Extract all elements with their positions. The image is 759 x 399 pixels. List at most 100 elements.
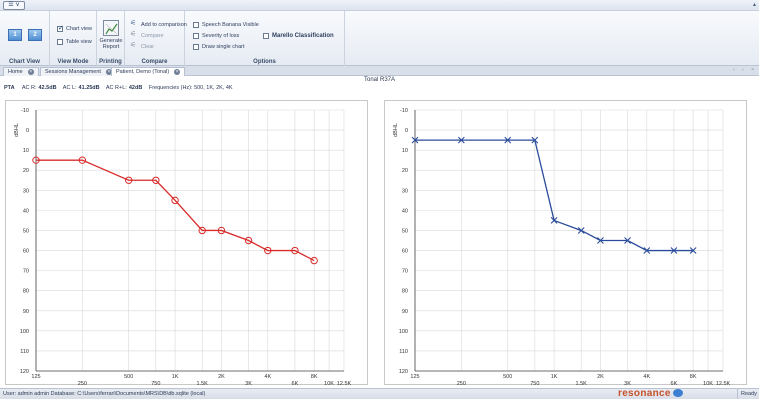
compare-button[interactable]: ⚟ Compare — [130, 31, 164, 39]
y-tick-label: 90 — [23, 309, 29, 315]
speech-banana-label: Speech Banana Visible — [202, 22, 259, 28]
x-tick-label: 4K — [264, 374, 271, 380]
x-tick-label: 4K — [643, 374, 650, 380]
data-point — [550, 217, 558, 224]
collapse-ribbon-icon[interactable]: ▴ — [752, 2, 756, 8]
pta-frequencies: Frequencies (Hz): 500, 1K, 2K, 4K — [148, 85, 233, 91]
group-caption-view-mode: View Mode — [57, 59, 89, 65]
document-tabs: Home × Sessions Management × Patient, De… — [0, 66, 759, 76]
close-icon[interactable]: × — [105, 69, 112, 75]
left-ear-audiogram: -10 0 10 20 30 40 50 60 70 80 90 100 110 120 125 500 1K 2… — [384, 100, 747, 386]
grid — [414, 109, 724, 372]
ac-l-label: AC L: — [62, 85, 77, 91]
x-tick-label: 1.5K — [576, 381, 588, 386]
x-tick-label: 12.5K — [716, 381, 731, 386]
grid — [35, 109, 345, 372]
y-tick-label: 20 — [402, 168, 408, 174]
checkbox-icon — [193, 44, 199, 50]
clear-comparison-button[interactable]: ⚟ Clear — [130, 42, 155, 50]
data-point — [217, 226, 226, 235]
y-tick-label: 110 — [20, 349, 29, 355]
add-to-comparison-label: Add to comparison — [141, 21, 187, 28]
speech-banana-checkbox[interactable]: Speech Banana Visible — [193, 22, 259, 28]
generate-report-label: Generate Report — [99, 38, 123, 50]
data-point — [198, 226, 206, 235]
brand-logo-icon — [672, 389, 683, 398]
x-tick-label: 1.5K — [197, 381, 209, 386]
table-view-checkbox[interactable]: Table view — [57, 39, 92, 45]
y-tick-label: 0 — [405, 128, 408, 134]
ac-l-value: 41.25dB — [78, 85, 100, 91]
tab-label: Patient, Demo (Tonal) — [116, 69, 170, 75]
clear-compare-icon: ⚟ — [130, 42, 137, 49]
data-point — [244, 236, 253, 245]
clear-label: Clear — [141, 43, 155, 50]
data-point — [264, 246, 272, 255]
data-point — [411, 136, 419, 144]
data-point — [643, 247, 651, 254]
data-point — [291, 246, 299, 255]
x-tick-label: 500 — [124, 374, 133, 380]
add-to-comparison-button[interactable]: ⚟ Add to comparison — [130, 20, 187, 28]
x-tick-label: 125 — [410, 374, 419, 380]
checkbox-icon — [193, 33, 199, 39]
data-point-stroke — [689, 247, 697, 254]
data-point — [624, 237, 631, 244]
close-icon[interactable]: × — [27, 69, 34, 75]
draw-single-chart-checkbox[interactable]: Draw single chart — [193, 44, 245, 50]
generate-report-button[interactable]: Generate Report — [100, 20, 122, 50]
ac-rl-value: 42dB — [128, 85, 143, 91]
x-tick-label: 8K — [690, 374, 697, 380]
data-point — [310, 256, 318, 265]
data-point-stroke — [670, 247, 678, 254]
dual-chart-icon: 2 — [28, 29, 42, 41]
data-point-stroke — [531, 136, 539, 144]
x-tick-label: 500 — [503, 374, 512, 380]
data-point — [597, 237, 604, 244]
quick-access-menu-button[interactable]: ☰ ∨ — [3, 1, 25, 10]
y-tick-label: 80 — [402, 289, 408, 295]
ribbon-group-chart-view: 1 2 Chart View — [0, 11, 50, 66]
close-icon[interactable]: × — [174, 69, 181, 75]
single-chart-icon: 1 — [8, 29, 22, 41]
checkbox-icon — [193, 22, 199, 28]
x-tick-label: 6K — [671, 381, 678, 386]
tab-label: Sessions Management — [45, 69, 101, 75]
severity-of-loss-checkbox[interactable]: Severity of loss — [193, 33, 239, 39]
data-point-stroke — [550, 217, 558, 224]
tab-patient-demo[interactable]: Patient, Demo (Tonal) × — [111, 67, 186, 76]
x-tick-label: 3K — [624, 381, 631, 386]
y-tick-label: 10 — [402, 148, 408, 154]
data-point — [504, 136, 512, 144]
resonance-logo: resonance — [618, 389, 683, 399]
marello-classification-checkbox[interactable]: Marello Classification — [263, 33, 334, 39]
compare-add-icon: ⚟ — [130, 20, 137, 27]
y-tick-label: -10 — [400, 108, 408, 114]
x-tick-label: 1K — [172, 374, 179, 380]
data-point — [171, 196, 179, 205]
pta-label: PTA — [4, 85, 15, 91]
data-point-stroke — [411, 136, 419, 144]
chart-view-1-button[interactable]: 1 — [8, 29, 22, 41]
chart-view-checkbox[interactable]: Chart view — [57, 24, 92, 32]
tab-home[interactable]: Home × — [3, 67, 39, 76]
y-axis-title: dBHL — [14, 123, 20, 137]
y-tick-label: 80 — [23, 289, 29, 295]
checkbox-icon — [57, 39, 63, 45]
tab-sessions-management[interactable]: Sessions Management × — [40, 67, 117, 76]
chart-view-2-button[interactable]: 2 — [28, 29, 42, 41]
data-point — [531, 136, 539, 144]
table-view-label: Table view — [66, 39, 92, 45]
data-point-stroke — [457, 136, 465, 144]
data-point-stroke — [577, 227, 585, 234]
x-tick-label: 1K — [551, 374, 558, 380]
ac-rl-label: AC R+L: — [105, 85, 127, 91]
tab-scroll-arrows-icon[interactable]: ‹ › × — [732, 67, 757, 73]
y-tick-label: 30 — [23, 188, 29, 194]
data-point — [670, 247, 678, 254]
group-caption-printing: Printing — [99, 59, 122, 65]
right-ear-audiogram: -10 0 10 20 30 40 50 60 70 80 90 100 110 120 125 500 1K 2… — [5, 100, 368, 386]
data-point-stroke — [624, 237, 631, 244]
